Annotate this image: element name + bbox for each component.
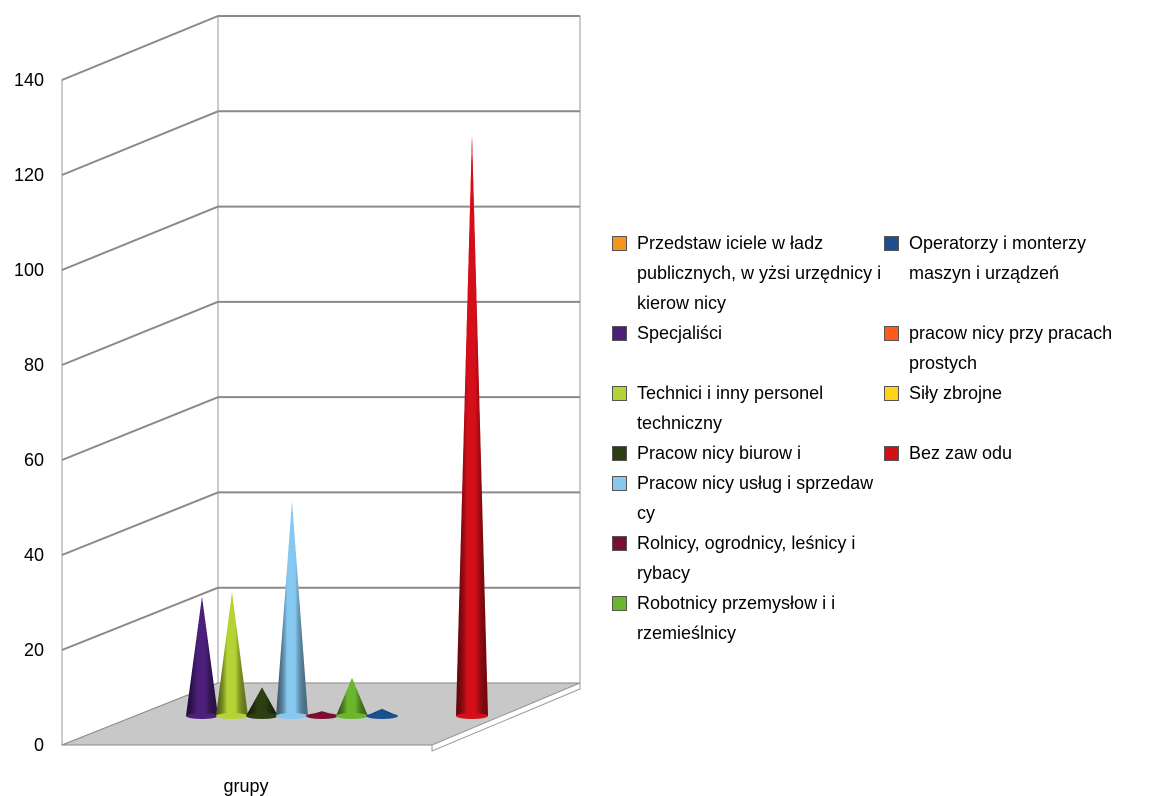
y-tick-label: 100 — [14, 260, 44, 280]
gridline-side — [61, 396, 219, 461]
legend-swatch — [612, 476, 627, 491]
cone-mark — [246, 687, 278, 719]
legend-label: Operatorzy i monterzy maszyn i urządzeń — [909, 233, 1087, 283]
gridline-side — [61, 300, 219, 366]
legend-swatch — [612, 596, 627, 611]
legend-item: Robotnicy przemysłow i i rzemieślnicy — [612, 588, 884, 648]
y-tick-label: 20 — [24, 640, 44, 660]
gridline-side — [61, 110, 219, 176]
cone-shade — [336, 678, 368, 716]
cone-base — [366, 713, 398, 719]
legend-label: Przedstaw iciele w ładz publicznych, w y… — [637, 233, 882, 313]
floor-edge — [431, 682, 581, 752]
legend-item: Siły zbrojne — [884, 378, 1152, 438]
cone-shade — [246, 687, 278, 716]
gridline-side — [61, 205, 219, 271]
legend-label: Pracow nicy biurow i — [637, 443, 802, 463]
cone-base — [456, 713, 488, 719]
cone-base — [276, 713, 308, 719]
y-tick-label: 40 — [24, 545, 44, 565]
legend-label: Technici i inny personel techniczny — [637, 383, 824, 433]
legend-item: Przedstaw iciele w ładz publicznych, w y… — [612, 228, 884, 318]
cone-shade — [456, 136, 488, 716]
legend-label: Siły zbrojne — [909, 383, 1003, 403]
legend-item: Pracow nicy biurow i — [612, 438, 884, 468]
legend-item: Specjaliści — [612, 318, 884, 378]
cone-shade — [216, 592, 248, 716]
legend-swatch — [884, 386, 899, 401]
legend-swatch — [884, 446, 899, 461]
cone-shade — [276, 502, 308, 716]
cone-mark — [456, 136, 488, 719]
legend-swatch — [612, 446, 627, 461]
legend-item: Bez zaw odu — [884, 438, 1152, 468]
gridline-side — [61, 586, 219, 651]
legend-label: Pracow nicy usług i sprzedaw cy — [637, 473, 874, 523]
y-tick-label: 80 — [24, 355, 44, 375]
cone-mark — [276, 502, 308, 719]
cone-base — [306, 713, 338, 719]
cone-mark — [366, 708, 398, 719]
gridline-side — [61, 15, 219, 81]
legend-label: Bez zaw odu — [909, 443, 1013, 463]
cone-base — [336, 713, 368, 719]
legend-swatch — [612, 326, 627, 341]
legend-item: Pracow nicy usług i sprzedaw cy — [612, 468, 884, 528]
legend-label: Specjaliści — [637, 323, 723, 343]
cone-mark — [216, 592, 248, 719]
legend: Przedstaw iciele w ładz publicznych, w y… — [612, 228, 1152, 648]
cone-mark — [336, 678, 368, 719]
legend-item: Technici i inny personel techniczny — [612, 378, 884, 438]
y-tick-label: 0 — [34, 735, 44, 755]
back-wall — [217, 15, 581, 684]
legend-swatch — [612, 236, 627, 251]
legend-swatch — [884, 236, 899, 251]
legend-item: Operatorzy i monterzy maszyn i urządzeń — [884, 228, 1152, 318]
cone-base — [246, 713, 278, 719]
cone-mark — [186, 597, 218, 719]
legend-swatch — [884, 326, 899, 341]
legend-label: Robotnicy przemysłow i i rzemieślnicy — [637, 593, 836, 643]
x-category-label: grupy — [223, 776, 268, 796]
cone-mark — [306, 711, 338, 719]
cone-base — [186, 713, 218, 719]
cone-base — [216, 713, 248, 719]
cone-shade — [186, 597, 218, 716]
y-tick-label: 140 — [14, 70, 44, 90]
legend-item: Rolnicy, ogrodnicy, leśnicy i rybacy — [612, 528, 884, 588]
y-tick-label: 120 — [14, 165, 44, 185]
legend-item: pracow nicy przy pracach prostych — [884, 318, 1152, 378]
legend-label: pracow nicy przy pracach prostych — [909, 323, 1113, 373]
legend-label: Rolnicy, ogrodnicy, leśnicy i rybacy — [637, 533, 856, 583]
legend-swatch — [612, 536, 627, 551]
gridline-side — [61, 491, 219, 556]
legend-swatch — [612, 386, 627, 401]
side-wall — [61, 15, 219, 746]
y-tick-label: 60 — [24, 450, 44, 470]
